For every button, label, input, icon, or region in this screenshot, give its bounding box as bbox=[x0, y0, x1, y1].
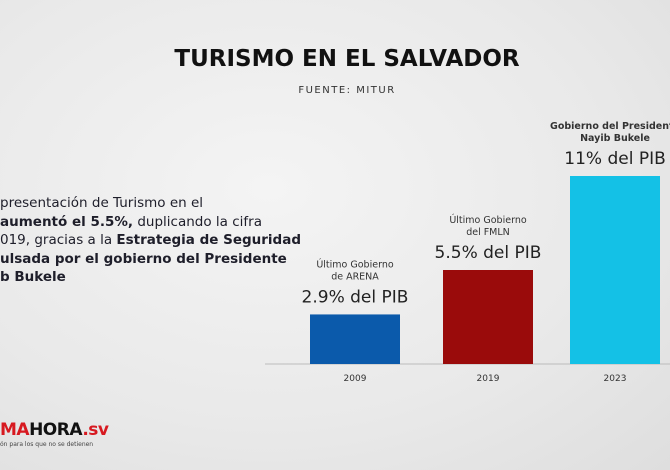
chart-subtitle: FUENTE: MITUR bbox=[298, 85, 395, 96]
description-text: aumentó el 5.5%, bbox=[0, 213, 134, 230]
x-tick-label: 2019 bbox=[477, 374, 500, 384]
logo: MAHORA.sv ón para los que no se detienen bbox=[0, 420, 109, 448]
value-label: 5.5% del PIB bbox=[435, 243, 542, 263]
description-text: Estrategia de Seguridad bbox=[116, 232, 301, 248]
x-tick-label: 2009 bbox=[344, 374, 367, 384]
bar-note: Último Gobierno bbox=[316, 258, 393, 270]
bar-note: del FMLN bbox=[466, 227, 510, 238]
description-line: presentación de Turismo en el bbox=[0, 194, 300, 213]
description-line: b Bukele bbox=[0, 268, 300, 287]
bar bbox=[443, 270, 533, 364]
logo-black: HORA bbox=[29, 420, 83, 440]
chart-title: TURISMO EN EL SALVADOR bbox=[174, 46, 520, 72]
description-text: duplicando la cifra bbox=[133, 213, 262, 230]
description-text: 019, gracias a la bbox=[0, 232, 117, 248]
description: presentación de Turismo en el aumentó el … bbox=[0, 194, 301, 287]
value-label: 11% del PIB bbox=[564, 149, 666, 169]
bar bbox=[570, 176, 660, 364]
description-line: ulsada por el gobierno del Presidente bbox=[0, 250, 300, 269]
description-text: b Bukele bbox=[0, 269, 66, 285]
logo-tagline: ón para los que no se detienen bbox=[0, 441, 94, 448]
bar bbox=[310, 314, 400, 364]
bar-note: Nayib Bukele bbox=[580, 133, 650, 144]
logo-suffix: .sv bbox=[82, 420, 109, 440]
description-text: presentación de Turismo en el bbox=[0, 195, 204, 211]
value-label: 2.9% del PIB bbox=[302, 287, 409, 307]
logo-text: MAHORA.sv bbox=[0, 420, 109, 440]
bar-note: Último Gobierno bbox=[449, 214, 526, 226]
description-line: 019, gracias a la Estrategia de Segurida… bbox=[0, 231, 301, 250]
description-text: ulsada por el gobierno del Presidente bbox=[0, 250, 287, 267]
description-line: aumentó el 5.5%, duplicando la cifra bbox=[0, 213, 300, 232]
bar-note: Gobierno del Presidente bbox=[550, 121, 670, 132]
bar-note: de ARENA bbox=[331, 271, 379, 282]
logo-red: MA bbox=[0, 420, 30, 440]
x-tick-label: 2023 bbox=[604, 374, 627, 384]
